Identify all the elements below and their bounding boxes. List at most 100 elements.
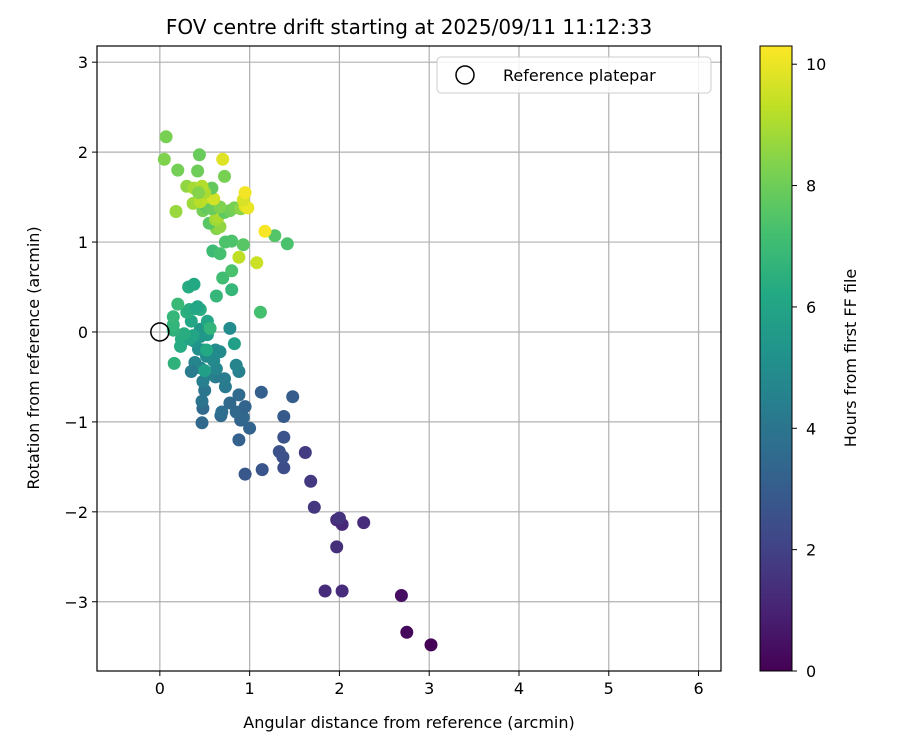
data-point: [198, 364, 212, 378]
data-point: [238, 186, 252, 200]
data-point: [207, 192, 221, 206]
plot-frame: [96, 45, 722, 672]
data-point: [225, 264, 239, 278]
data-point: [167, 356, 181, 370]
data-point: [191, 164, 205, 178]
colorbar-tick-label: 6: [806, 298, 816, 317]
y-tick-label: 3: [78, 53, 88, 72]
data-point: [277, 410, 291, 423]
data-point: [243, 421, 257, 435]
data-point: [177, 327, 191, 341]
data-point: [318, 584, 332, 598]
y-tick-label: −2: [64, 503, 88, 522]
data-point: [277, 461, 291, 475]
data-point: [169, 205, 183, 218]
y-tick-label: −1: [64, 413, 88, 432]
colorbar-tick-label: 0: [806, 662, 816, 681]
data-point: [268, 229, 282, 243]
colorbar: 0 2 4 6 8 10 Hours from first FF file: [759, 45, 860, 681]
colorbar-tick-label: 10: [806, 55, 826, 74]
colorbar-ticks: 0 2 4 6 8 10: [792, 55, 826, 681]
data-point: [171, 297, 185, 311]
y-axis-ticks: −3 −2 −1 0 1 2 3: [64, 53, 97, 612]
data-point: [236, 238, 250, 252]
colorbar-tick-label: 8: [806, 177, 816, 196]
chart-title: FOV centre drift starting at 2025/09/11 …: [166, 15, 652, 39]
data-point: [195, 394, 209, 408]
data-point: [166, 310, 180, 324]
x-tick-label: 6: [693, 679, 703, 698]
data-point: [332, 511, 346, 525]
x-axis-label: Angular distance from reference (arcmin): [243, 713, 574, 732]
data-point: [213, 247, 227, 261]
data-point: [232, 250, 246, 264]
x-tick-label: 3: [424, 679, 434, 698]
data-point: [192, 148, 206, 162]
colorbar-label: Hours from first FF file: [841, 269, 860, 448]
data-point: [277, 430, 291, 444]
y-tick-label: −3: [64, 593, 88, 612]
data-point: [191, 300, 205, 314]
data-point: [223, 396, 237, 410]
data-point: [209, 289, 223, 303]
data-point: [203, 321, 217, 335]
data-point: [272, 445, 286, 459]
y-tick-label: 1: [78, 233, 88, 252]
y-tick-label: 2: [78, 143, 88, 162]
data-point: [227, 337, 241, 351]
data-point: [255, 463, 269, 477]
reference-marker: [150, 322, 170, 342]
legend-box: [436, 56, 712, 94]
colorbar-tick-label: 2: [806, 541, 816, 560]
data-point: [157, 152, 171, 166]
y-axis-label: Rotation from reference (arcmin): [24, 226, 43, 489]
x-tick-label: 0: [155, 679, 165, 698]
data-point: [330, 540, 344, 554]
data-point: [192, 186, 205, 200]
data-point: [250, 256, 264, 270]
data-point: [298, 446, 312, 459]
data-point: [225, 283, 239, 297]
data-point: [280, 237, 294, 251]
data-point: [225, 234, 239, 248]
data-point: [215, 405, 229, 419]
colorbar-tick-label: 4: [806, 419, 816, 438]
legend-marker: [455, 65, 475, 85]
x-axis-ticks: 0 1 2 3 4 5 6: [155, 671, 704, 698]
data-point: [238, 400, 252, 414]
data-point: [335, 584, 349, 598]
x-tick-label: 1: [245, 679, 255, 698]
data-point: [258, 224, 272, 238]
data-point: [200, 343, 213, 357]
data-point: [394, 589, 408, 602]
data-point: [238, 467, 252, 481]
x-tick-label: 4: [514, 679, 524, 698]
data-point: [400, 625, 414, 639]
data-point: [216, 271, 230, 285]
data-point: [304, 474, 318, 488]
data-point: [195, 416, 209, 430]
data-point: [229, 358, 243, 372]
data-point: [253, 305, 267, 319]
data-point: [232, 388, 246, 402]
data-point: [357, 516, 371, 530]
legend: Reference platepar: [436, 56, 712, 94]
data-point: [424, 638, 438, 652]
data-point: [187, 277, 201, 291]
colorbar-fill: [759, 45, 793, 672]
data-point: [223, 321, 237, 335]
data-point: [216, 152, 230, 166]
data-points: [157, 130, 438, 652]
data-point: [171, 163, 185, 177]
data-point: [307, 500, 321, 514]
legend-label: Reference platepar: [503, 66, 656, 85]
data-point: [159, 130, 173, 144]
data-point: [184, 365, 198, 378]
x-tick-label: 2: [334, 679, 344, 698]
x-tick-label: 5: [604, 679, 614, 698]
data-point: [286, 390, 300, 404]
data-point: [232, 433, 246, 447]
data-point: [213, 345, 227, 359]
y-tick-label: 0: [78, 323, 88, 342]
